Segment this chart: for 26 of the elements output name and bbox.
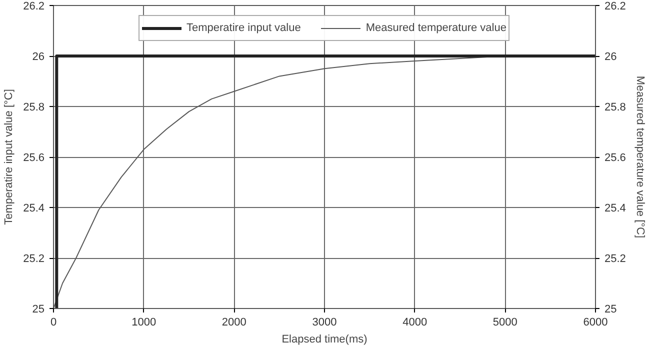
y-tick-label: 25.2 [23, 253, 45, 265]
y2-tick-label: 25.6 [604, 152, 626, 164]
x-tick-label: 2000 [222, 316, 246, 328]
x-tick-label: 0 [50, 316, 57, 328]
y-tick-label: 25.4 [23, 202, 45, 214]
y-tick-label: 25.6 [23, 152, 45, 164]
x-tick-label: 3000 [312, 316, 337, 328]
x-tick-label: 1000 [132, 316, 156, 328]
y-tick-label: 25.8 [23, 102, 45, 114]
y2-tick-label: 25.4 [604, 202, 626, 214]
y2-tick-label: 25 [604, 304, 617, 316]
y2-tick-label: 26.2 [604, 0, 626, 12]
legend-label: Temperatire input value [186, 22, 301, 34]
x-axis-title: Elapsed time(ms) [282, 334, 368, 346]
y2-axis-title: Measured temperature value [°C] [634, 76, 646, 238]
x-tick-label: 4000 [402, 316, 428, 328]
y2-tick-label: 26 [604, 51, 617, 63]
x-tick-label: 6000 [583, 316, 608, 328]
y-tick-label: 26.2 [23, 0, 45, 12]
y2-tick-label: 25.2 [604, 253, 626, 265]
y2-tick-label: 25.8 [604, 102, 626, 114]
y-tick-label: 25 [32, 304, 45, 316]
x-tick-label: 5000 [492, 316, 518, 328]
legend-label: Measured temperature value [366, 22, 506, 34]
y-tick-label: 26 [32, 51, 45, 63]
y-axis-title: Temperatire input value [°C] [3, 89, 16, 225]
